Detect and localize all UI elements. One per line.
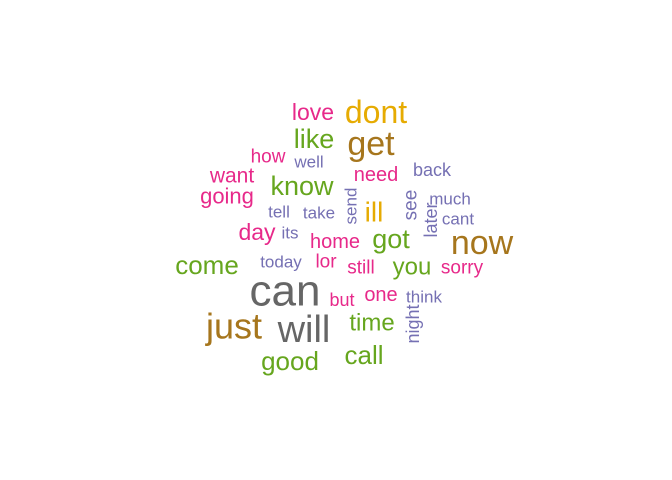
word-cant: cant [442, 210, 474, 229]
word-still: still [347, 258, 374, 279]
word-one: one [364, 284, 397, 306]
word-like: like [294, 124, 335, 154]
word-lor: lor [315, 252, 337, 273]
word-will: will [277, 309, 331, 351]
word-time: time [349, 310, 394, 337]
word-dont: dont [345, 94, 407, 130]
word-today: today [260, 253, 302, 272]
word-day: day [238, 219, 276, 245]
word-take: take [303, 204, 335, 223]
word-sorry: sorry [441, 258, 484, 279]
word-get: get [347, 125, 395, 163]
word-ill: ill [365, 197, 384, 228]
word-tell: tell [268, 203, 290, 222]
word-need: need [354, 164, 399, 186]
word-come: come [175, 250, 239, 280]
word-want: want [209, 165, 255, 188]
word-how: how [251, 147, 286, 168]
word-home: home [310, 231, 360, 253]
word-back: back [413, 160, 452, 180]
word-much: much [429, 190, 471, 209]
word-know: know [270, 171, 334, 201]
word-well: well [293, 153, 323, 172]
word-call: call [344, 340, 383, 370]
word-can: can [250, 267, 321, 316]
word-just: just [205, 306, 262, 347]
word-but: but [329, 290, 354, 310]
word-see: see [401, 190, 422, 221]
word-got: got [372, 224, 410, 254]
word-night: night [403, 304, 423, 343]
word-you: you [393, 254, 432, 281]
word-later: later [421, 202, 441, 237]
word-good: good [261, 346, 319, 376]
word-now: now [451, 224, 514, 262]
word-think: think [406, 288, 442, 307]
word-its: its [282, 224, 299, 243]
word-going: going [200, 184, 254, 209]
word-send: send [342, 188, 361, 225]
word-love: love [292, 99, 334, 125]
